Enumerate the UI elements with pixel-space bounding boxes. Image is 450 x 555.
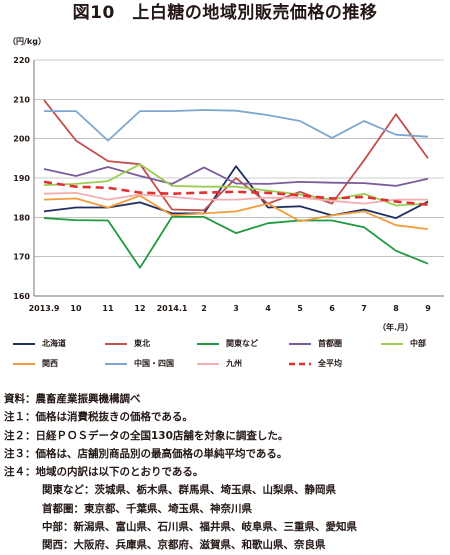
- legend-swatch: [289, 362, 311, 366]
- x-tick-label: 11: [102, 304, 114, 313]
- x-tick-label: 4: [265, 304, 271, 313]
- series-line-2: [43, 215, 429, 269]
- region-note-kanto: 関東など：茨城県、栃木県、群馬県、埼玉県、山梨県、静岡県: [42, 484, 336, 497]
- x-tick-label: 2013.9: [29, 304, 60, 313]
- legend-label: 全平均: [318, 359, 342, 368]
- series-line-4: [43, 163, 429, 207]
- series-line-1: [43, 99, 429, 212]
- x-tick-label: 3: [233, 304, 239, 313]
- legend-label: 関東など: [226, 339, 258, 348]
- notes-section: 資料：農畜産業振興機構調べ 注１：価格は消費税抜きの価格である。 注２：日経ＰＯ…: [4, 390, 448, 555]
- y-tick-label: 180: [13, 213, 30, 222]
- region-note-shutoken: 首都圏：東京都、千葉県、埼玉県、神奈川県: [42, 502, 252, 515]
- x-tick-label: 8: [393, 304, 399, 313]
- legend-swatch: [13, 363, 35, 365]
- line-chart: 160 170 180 190 200 210 220 2013.9 10 11 12 2014.1 2…: [13, 56, 444, 313]
- legend-label: 中国・四国: [134, 359, 174, 368]
- x-tick-label: 12: [134, 304, 145, 313]
- y-tick-label: 190: [13, 174, 30, 183]
- x-tick-label: 6: [329, 304, 335, 313]
- series-line-7: [43, 191, 428, 205]
- legend-swatch: [197, 343, 219, 345]
- series-line-3: [43, 166, 429, 187]
- series-line-8: [43, 180, 429, 206]
- legend-label: 東北: [134, 339, 150, 348]
- legend-label: 北海道: [42, 339, 66, 348]
- series-line-5: [43, 194, 429, 230]
- y-axis-unit-label: （円/kg）: [8, 37, 46, 46]
- y-tick-label: 220: [13, 56, 30, 65]
- series-line-0: [43, 165, 429, 220]
- x-tick-label: 5: [297, 304, 303, 313]
- note-4: 注４：地域の内訳は以下のとおりである。: [4, 466, 204, 479]
- note-1: 注１：価格は消費税抜きの価格である。: [4, 411, 193, 424]
- note-source: 資料：農畜産業振興機構調べ: [4, 393, 141, 405]
- x-tick-label: 2014.1: [157, 304, 188, 313]
- x-axis-unit-label: （年.月）: [378, 323, 414, 332]
- legend-label: 首都圏: [318, 339, 342, 348]
- x-tick-label: 2: [201, 304, 207, 313]
- legend-label: 関西: [42, 359, 58, 368]
- legend-swatch: [105, 363, 127, 365]
- legend-swatch: [289, 343, 311, 345]
- note-2: 注２：日経ＰＯＳデータの全国130店舗を対象に調査した。: [4, 429, 289, 442]
- y-tick-label: 200: [13, 135, 30, 144]
- y-tick-label: 210: [13, 95, 30, 104]
- region-note-chubu: 中部：新潟県、富山県、石川県、福井県、岐阜県、三重県、愛知県: [42, 521, 357, 534]
- y-tick-label: 160: [13, 292, 30, 301]
- y-tick-label: 170: [13, 253, 30, 262]
- legend-swatch: [105, 343, 127, 345]
- x-tick-label: 7: [361, 304, 367, 313]
- legend-swatch: [13, 343, 35, 345]
- legend-swatch: [381, 343, 403, 345]
- chart-title: 図10 上白糖の地域別販売価格の推移: [72, 3, 378, 23]
- series-line-6: [44, 109, 429, 142]
- x-tick-label: 9: [425, 304, 431, 313]
- legend-label: 中部: [410, 339, 426, 348]
- note-3: 注３：価格は、店舗別商品別の最高価格の単純平均である。: [4, 447, 288, 460]
- x-tick-label: 10: [70, 304, 82, 313]
- legend-swatch: [197, 363, 219, 365]
- legend-label: 九州: [226, 359, 242, 368]
